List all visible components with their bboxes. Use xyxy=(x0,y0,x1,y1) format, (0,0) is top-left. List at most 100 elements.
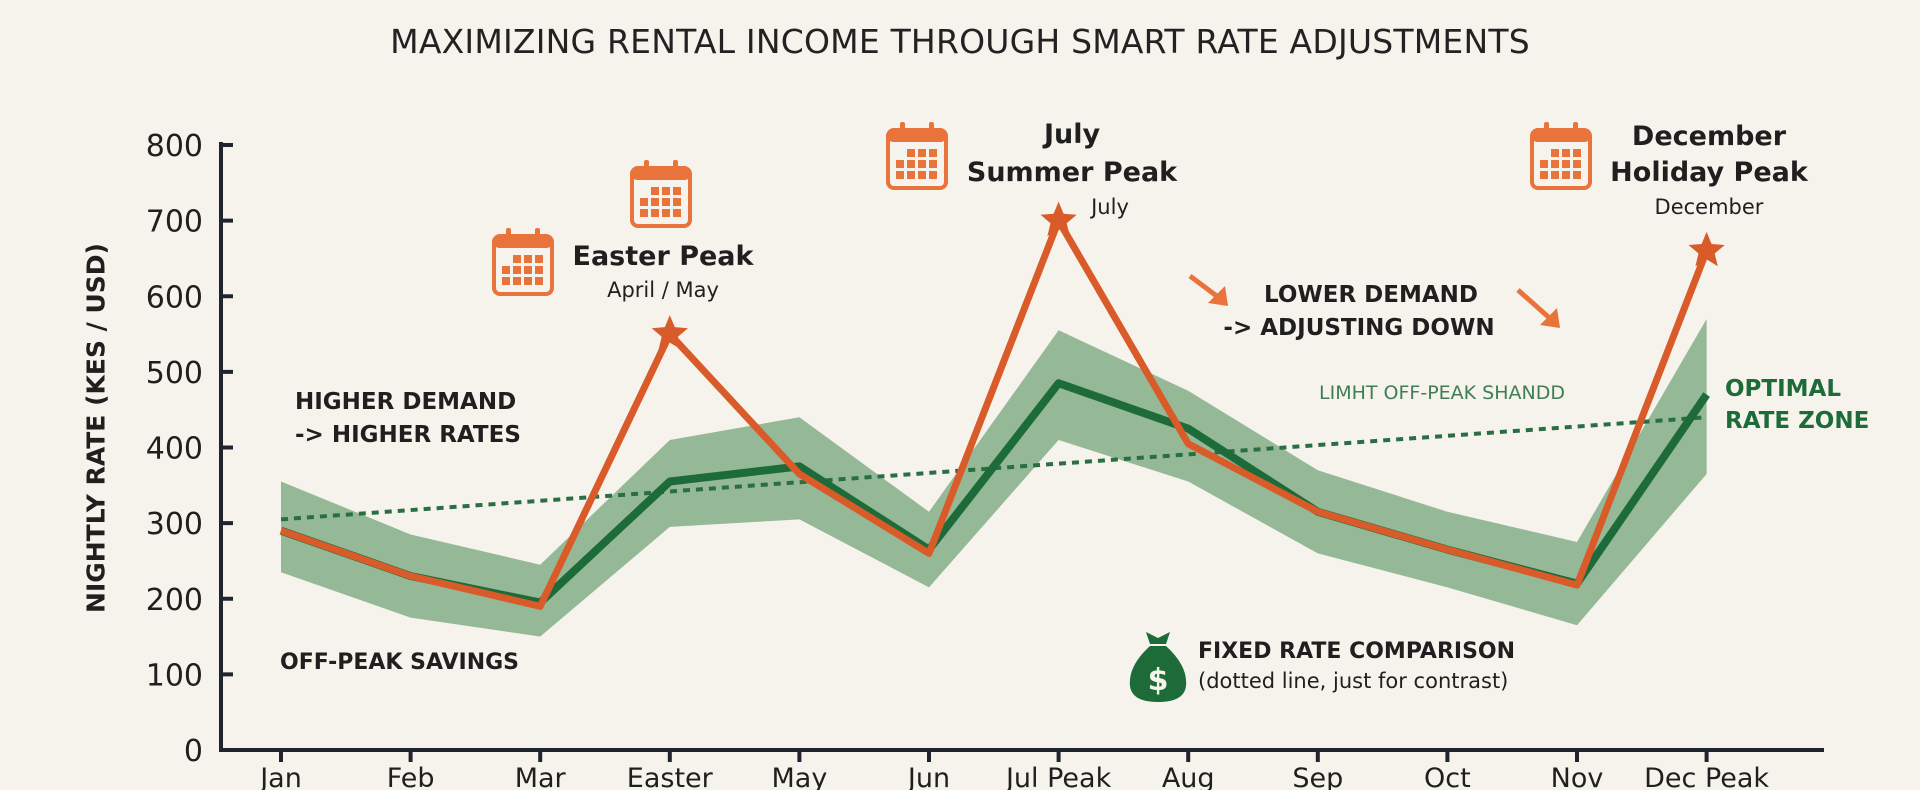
calendar-day xyxy=(1562,171,1570,179)
x-tick-label: Oct xyxy=(1424,763,1471,790)
x-tick-label: Jun xyxy=(906,763,950,790)
money-bag-body xyxy=(1129,646,1187,702)
calendar-day xyxy=(640,198,648,206)
calendar-icon xyxy=(886,122,948,190)
y-tick-label: 500 xyxy=(146,356,203,391)
optimal-rate-band xyxy=(281,318,1707,637)
x-tick-label: Easter xyxy=(627,763,714,790)
x-tick-label: Sep xyxy=(1292,763,1343,790)
money-bag-top xyxy=(1146,632,1170,644)
calendar-ring xyxy=(535,228,540,242)
calendar-day xyxy=(1551,149,1559,157)
y-tick-label: 300 xyxy=(146,507,203,542)
calendar-day xyxy=(673,198,681,206)
calendar-day xyxy=(535,266,543,274)
y-tick-label: 700 xyxy=(146,205,203,240)
calendar-day xyxy=(524,266,532,274)
x-tick-label: Dec Peak xyxy=(1644,763,1769,790)
calendar-day xyxy=(640,209,648,217)
calendar-ring xyxy=(673,160,678,174)
calendar-day xyxy=(524,255,532,263)
calendar-day xyxy=(918,171,926,179)
calendar-header xyxy=(888,130,946,142)
calendar-day xyxy=(502,277,510,285)
calendar-day xyxy=(1551,160,1559,168)
calendar-day xyxy=(1573,171,1581,179)
calendar-header xyxy=(1532,130,1590,142)
y-tick-label: 100 xyxy=(146,658,203,693)
calendar-day xyxy=(896,160,904,168)
calendar-ring xyxy=(506,228,511,242)
fixed-rate-layer xyxy=(280,415,1707,522)
arrow-head xyxy=(1540,308,1560,328)
x-tick-label: Jan xyxy=(258,763,302,790)
peak-star-marker xyxy=(1040,201,1077,236)
calendar-day xyxy=(1551,171,1559,179)
july-peak-title-1: July xyxy=(1043,119,1101,150)
easter-peak-sub: April / May xyxy=(607,278,719,302)
arrow-head xyxy=(1208,286,1228,306)
calendar-day xyxy=(513,255,521,263)
calendar-day xyxy=(673,187,681,195)
easter-peak-title: Easter Peak xyxy=(572,241,754,272)
chart-title: MAXIMIZING RENTAL INCOME THROUGH SMART R… xyxy=(390,22,1530,61)
fixed-rate-line xyxy=(280,415,1707,522)
y-tick-label: 0 xyxy=(184,734,203,769)
y-tick-label: 200 xyxy=(146,583,203,618)
calendar-ring xyxy=(900,122,905,136)
limit-off-peak-label: LIMHT OFF-PEAK SHANDD xyxy=(1319,382,1565,404)
calendar-icon xyxy=(492,228,554,296)
calendar-day xyxy=(918,149,926,157)
calendar-day xyxy=(651,187,659,195)
calendar-ring xyxy=(1544,122,1549,136)
rate-zone-label: RATE ZONE xyxy=(1725,408,1870,434)
x-tick-label: Nov xyxy=(1551,763,1604,790)
dynamic-line-layer xyxy=(279,201,1725,610)
calendar-day xyxy=(929,149,937,157)
off-peak-savings-label: OFF-PEAK SAVINGS xyxy=(280,650,520,675)
arrow-down-right-icon xyxy=(1516,288,1560,328)
dec-peak-sub: December xyxy=(1654,195,1764,219)
calendar-day xyxy=(662,187,670,195)
y-tick-label: 400 xyxy=(146,432,203,467)
calendar-day xyxy=(535,255,543,263)
fixed-rate-comparison-label: FIXED RATE COMPARISON xyxy=(1198,639,1516,664)
calendar-ring xyxy=(1573,122,1578,136)
calendar-icon xyxy=(630,160,692,228)
calendar-header xyxy=(632,168,690,180)
y-tick-label: 600 xyxy=(146,280,203,315)
arrow-shaft xyxy=(1516,288,1556,324)
calendar-day xyxy=(535,277,543,285)
calendar-day xyxy=(662,209,670,217)
x-tick-label: Aug xyxy=(1162,763,1215,790)
calendar-day xyxy=(1573,160,1581,168)
calendar-day xyxy=(1573,149,1581,157)
calendar-ring xyxy=(644,160,649,174)
dynamic-rate-line xyxy=(279,217,1710,610)
calendar-day xyxy=(673,209,681,217)
july-peak-sub: July xyxy=(1091,195,1129,219)
calendar-day xyxy=(918,160,926,168)
fixed-rate-note: (dotted line, just for contrast) xyxy=(1198,669,1509,693)
calendar-day xyxy=(907,160,915,168)
x-tick-label: Jul Peak xyxy=(1004,763,1112,790)
calendar-day xyxy=(907,171,915,179)
calendar-day xyxy=(1562,149,1570,157)
peak-star-marker xyxy=(651,315,688,350)
peak-star-marker xyxy=(1688,231,1725,267)
y-tick-label: 800 xyxy=(146,129,203,164)
x-tick-label: Mar xyxy=(515,763,567,790)
calendar-day xyxy=(907,149,915,157)
higher-rates-label: -> HIGHER RATES xyxy=(295,422,521,448)
money-bag-icon: $ xyxy=(1129,632,1187,702)
dec-peak-title-1: December xyxy=(1631,121,1787,152)
icons: $ xyxy=(492,122,1592,702)
adjusting-down-label: -> ADJUSTING DOWN xyxy=(1223,315,1495,341)
y-axis-label: NIGHTLY RATE (KES / USD) xyxy=(81,243,111,613)
x-tick-label: Feb xyxy=(387,763,435,790)
calendar-day xyxy=(929,160,937,168)
lower-demand-label: LOWER DEMAND xyxy=(1263,282,1479,308)
dollar-sign: $ xyxy=(1148,663,1169,698)
calendar-day xyxy=(896,171,904,179)
